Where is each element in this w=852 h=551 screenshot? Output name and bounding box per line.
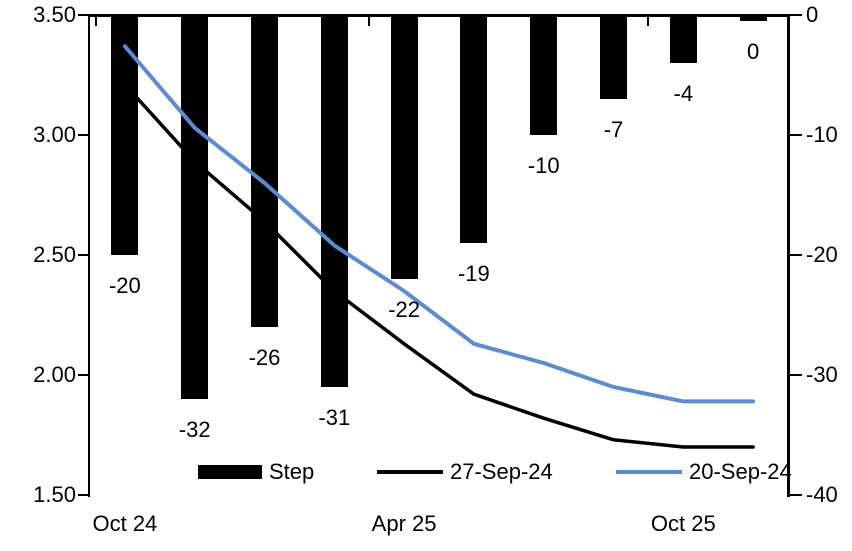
top-axis-tick bbox=[368, 17, 371, 26]
bar bbox=[390, 15, 418, 279]
legend-item-27-sep-24: 27-Sep-24 bbox=[377, 457, 553, 487]
right-axis-tick-label: -30 bbox=[806, 362, 838, 387]
bar-value-label: 0 bbox=[746, 39, 760, 64]
right-axis-tick-label: -40 bbox=[806, 482, 838, 507]
bar-value-label: -4 bbox=[673, 81, 694, 106]
left-axis-tick-label: 3.50 bbox=[33, 2, 76, 27]
x-axis-label: Apr 25 bbox=[371, 511, 437, 536]
bar-value-label: -7 bbox=[603, 117, 624, 142]
bar-value-label: -26 bbox=[248, 345, 281, 370]
top-axis-tick bbox=[647, 17, 650, 26]
bar-value-label: -20 bbox=[108, 273, 141, 298]
step-bar-swatch-icon bbox=[198, 465, 262, 479]
bar bbox=[181, 15, 209, 399]
legend-label-20-sep-24: 20-Sep-24 bbox=[689, 459, 792, 484]
legend-item-step: Step bbox=[198, 457, 314, 487]
left-axis-tick bbox=[78, 14, 90, 16]
legend-label-step: Step bbox=[269, 459, 315, 484]
left-axis-tick-label: 2.00 bbox=[33, 362, 76, 387]
right-axis-tick-label: -20 bbox=[806, 242, 838, 267]
line-20-sep-24-swatch-icon bbox=[616, 470, 682, 474]
bar bbox=[600, 15, 627, 99]
line-20-sep-24 bbox=[122, 44, 756, 404]
right-axis-tick-label: 0 bbox=[806, 2, 819, 27]
bar bbox=[530, 15, 558, 135]
line-27-sep-24 bbox=[123, 82, 755, 449]
left-axis-tick bbox=[78, 134, 90, 136]
bar-value-label: -10 bbox=[527, 153, 560, 178]
left-axis-tick bbox=[78, 254, 90, 256]
left-axis-tick-label: 1.50 bbox=[33, 482, 76, 507]
top-axis-line bbox=[88, 14, 790, 17]
bar-value-label: -31 bbox=[318, 405, 351, 430]
bar bbox=[251, 15, 278, 327]
right-axis-line bbox=[787, 14, 790, 497]
x-axis-label: Oct 24 bbox=[92, 511, 158, 536]
bar bbox=[739, 15, 767, 21]
line-27-sep-24-swatch-icon bbox=[377, 470, 443, 474]
left-axis-tick bbox=[78, 374, 90, 376]
right-axis-tick bbox=[790, 134, 802, 136]
right-axis-tick bbox=[790, 374, 802, 376]
legend: Step 27-Sep-24 20-Sep-24 bbox=[0, 457, 852, 487]
bar-value-label: -22 bbox=[388, 297, 420, 322]
bar-value-label: -32 bbox=[178, 417, 211, 442]
right-axis-tick-label: -10 bbox=[806, 122, 838, 147]
legend-item-20-sep-24: 20-Sep-24 bbox=[616, 457, 792, 487]
bar bbox=[669, 15, 697, 63]
right-axis-tick bbox=[790, 14, 802, 16]
top-axis-tick bbox=[95, 17, 97, 26]
bar bbox=[320, 15, 348, 387]
right-axis-tick bbox=[790, 254, 802, 256]
left-axis-tick bbox=[78, 494, 90, 496]
bar-value-label: -19 bbox=[457, 261, 490, 286]
bar bbox=[460, 15, 488, 243]
legend-label-27-sep-24: 27-Sep-24 bbox=[450, 459, 553, 484]
left-axis-tick-label: 3.00 bbox=[33, 122, 76, 147]
x-axis-label: Oct 25 bbox=[650, 511, 716, 536]
left-axis-tick-label: 2.50 bbox=[33, 242, 76, 267]
right-axis-tick bbox=[790, 494, 802, 496]
